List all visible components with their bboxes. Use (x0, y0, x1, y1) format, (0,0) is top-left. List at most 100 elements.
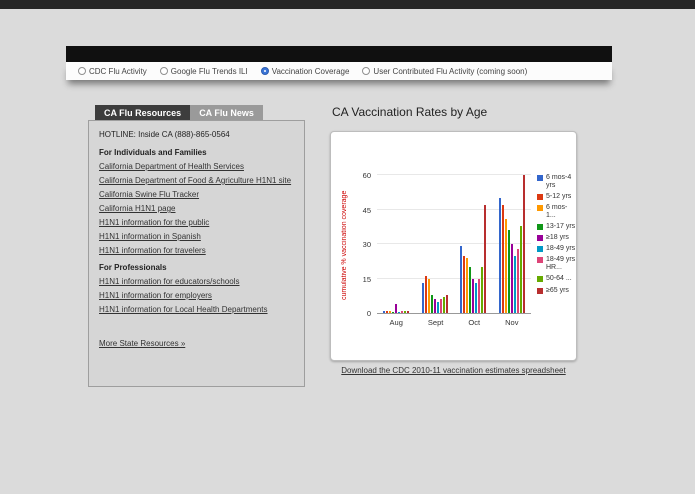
bar (466, 257, 469, 313)
legend-swatch (537, 175, 543, 181)
y-tick-label: 45 (362, 205, 371, 215)
page-title: CA Vaccination Rates by Age (332, 105, 488, 119)
bar (439, 299, 442, 313)
legend-item: 18-49 yrs HR... (537, 256, 576, 272)
resource-link[interactable]: H1N1 information for the public (99, 218, 210, 227)
bar (469, 267, 472, 313)
resource-link[interactable]: H1N1 information for Local Health Depart… (99, 305, 268, 314)
more-state-resources-link[interactable]: More State Resources » (99, 339, 186, 348)
legend-swatch (537, 205, 543, 212)
bar (421, 283, 424, 313)
resource-link[interactable]: California Department of Food & Agricult… (99, 176, 292, 185)
bar (498, 198, 501, 313)
legend-label: ≥18 yrs (546, 234, 569, 242)
x-tick-label: Sept (427, 318, 444, 327)
bar-group-oct (460, 204, 487, 313)
view-option-label: Vaccination Coverage (271, 66, 350, 76)
resource-link[interactable]: California Swine Flu Tracker (99, 190, 200, 199)
bar (481, 267, 484, 313)
resource-link[interactable]: H1N1 information for travelers (99, 246, 206, 255)
tab-ca-flu-news[interactable]: CA Flu News (190, 105, 263, 121)
legend-item: 5-12 yrs (537, 193, 576, 201)
legend-swatch (537, 246, 543, 253)
gridline (377, 243, 531, 244)
radio-icon[interactable] (78, 67, 86, 75)
site-nav-band (66, 46, 612, 62)
bar (436, 301, 439, 313)
tab-ca-flu-resources[interactable]: CA Flu Resources (95, 105, 191, 121)
bar (404, 310, 407, 313)
section-heading: For Individuals and Families (99, 148, 207, 157)
view-selector: CDC Flu Activity Google Flu Trends ILI Vac… (66, 67, 527, 76)
resource-link[interactable]: H1N1 information for educators/schools (99, 277, 240, 286)
legend-label: 18-49 yrs (546, 245, 576, 253)
bar (427, 278, 430, 313)
x-tick-label: Oct (468, 318, 481, 327)
legend-item: 13-17 yrs (537, 223, 576, 231)
bar (430, 294, 433, 313)
legend-label: ≥65 yrs (546, 286, 569, 294)
legend-swatch (537, 276, 543, 283)
resource-link[interactable]: H1N1 information in Spanish (99, 232, 201, 241)
bar (484, 204, 487, 313)
legend-label: 50-64 ... (546, 275, 572, 283)
radio-icon[interactable] (362, 67, 371, 75)
legend-swatch (537, 224, 543, 231)
x-tick-label: Aug (389, 318, 403, 327)
bar (463, 255, 466, 313)
resources-panel: HOTLINE: Inside CA (888)-865-0564 For In… (88, 120, 305, 387)
gridline (377, 174, 531, 175)
x-tick-label: Nov (505, 318, 519, 327)
view-option-google-flu-trends-ili[interactable]: Google Flu Trends ILI (159, 67, 248, 76)
view-option-user-contributed-flu-activity-coming-soon[interactable]: User Contributed Flu Activity (coming so… (362, 67, 527, 76)
bar (510, 244, 513, 313)
y-tick-label: 30 (362, 240, 371, 249)
legend-swatch (537, 257, 543, 264)
chart-legend: 6 mos-4 yrs 5-12 yrs 6 mos-1... 13-17 yrs ≥1… (537, 174, 576, 298)
bar (392, 311, 395, 313)
bar (401, 310, 404, 313)
chart-panel: cumulative % vaccination coverage 0 15 30 4… (330, 131, 577, 361)
legend-item: 6 mos-1... (537, 204, 576, 220)
view-option-cdc-flu-activity[interactable]: CDC Flu Activity (78, 67, 147, 76)
bar (398, 311, 401, 313)
bar (460, 246, 463, 313)
radio-icon[interactable] (159, 67, 168, 75)
bar (395, 303, 398, 313)
view-option-vaccination-coverage[interactable]: Vaccination Coverage (260, 66, 350, 76)
bar (504, 218, 507, 313)
bar-group-aug (383, 303, 410, 313)
bar (383, 310, 386, 313)
gridline (377, 208, 531, 210)
legend-swatch (537, 235, 543, 242)
legend-item: ≥18 yrs (537, 234, 576, 242)
top-window-bar (0, 0, 695, 9)
legend-swatch (537, 287, 543, 294)
legend-item: ≥65 yrs (537, 287, 576, 295)
view-selector-strip: CDC Flu Activity Google Flu Trends ILI Vac… (66, 62, 612, 80)
bar (507, 230, 510, 313)
radio-icon[interactable] (260, 67, 269, 75)
legend-swatch (537, 194, 543, 201)
resources-list: For Individuals and Families California D… (99, 148, 294, 314)
bar (513, 255, 516, 313)
bar (475, 283, 478, 313)
bar (433, 299, 436, 313)
bar (407, 310, 410, 313)
legend-item: 18-49 yrs (537, 245, 576, 253)
bar (386, 310, 389, 313)
download-spreadsheet-link[interactable]: Download the CDC 2010-11 vaccination est… (341, 366, 566, 375)
bar (501, 204, 504, 313)
legend-item: 50-64 ... (537, 275, 576, 283)
view-option-label: User Contributed Flu Activity (coming so… (373, 66, 528, 76)
hotline-text: HOTLINE: Inside CA (888)-865-0564 (99, 130, 230, 139)
bar (478, 278, 481, 313)
legend-label: 18-49 yrs HR... (546, 256, 576, 272)
resource-link[interactable]: H1N1 information for employers (99, 291, 212, 300)
legend-label: 13-17 yrs (546, 223, 576, 231)
resource-link[interactable]: California Department of Health Services (99, 162, 244, 171)
y-tick-label: 15 (362, 274, 371, 284)
gridline (377, 277, 531, 279)
resource-link[interactable]: California H1N1 page (99, 204, 176, 213)
bar (516, 248, 519, 313)
